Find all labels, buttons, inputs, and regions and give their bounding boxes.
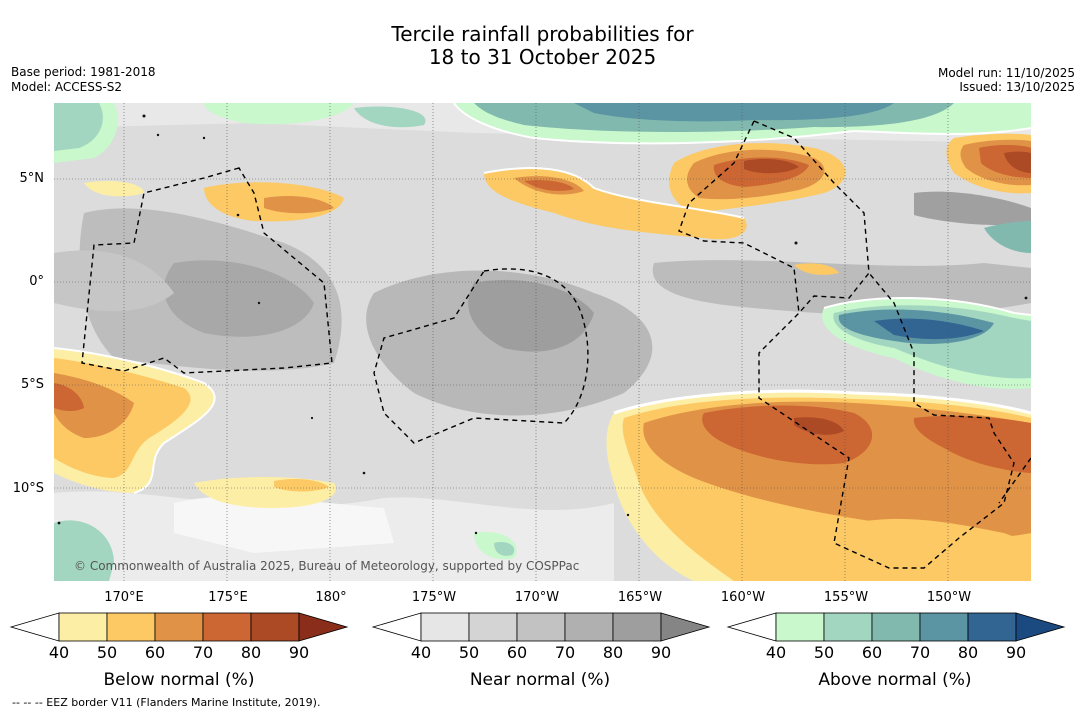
colorbar-2-tick-50: 50: [813, 643, 835, 662]
colorbar-1-tick-80: 80: [602, 643, 624, 662]
colorbar-0-segment-2: [154, 612, 204, 642]
lon-label-175e: 175°E: [208, 590, 248, 605]
model-name: Model: ACCESS-S2: [11, 80, 123, 94]
colorbar-1-tick-90: 90: [650, 643, 672, 662]
lat-label-0: 0°: [29, 274, 44, 289]
colorbar-1-right-extend: [660, 612, 711, 642]
colorbar-2-tick-90: 90: [1005, 643, 1027, 662]
lon-label-170w: 170°W: [514, 590, 560, 605]
colorbar-0-tick-90: 90: [288, 643, 310, 662]
colorbar-above-normal: [726, 612, 1066, 642]
colorbar-1-segment-4: [612, 612, 662, 642]
colorbar-label-near: Near normal (%): [469, 670, 611, 690]
colorbar-2-right-extend: [1015, 612, 1066, 642]
colorbar-0-segment-1: [106, 612, 156, 642]
colorbar-0-tick-70: 70: [192, 643, 214, 662]
base-period: Base period: 1981-2018: [11, 65, 156, 79]
colorbar-1-segment-3: [564, 612, 614, 642]
title-line-1: Tercile rainfall probabilities for: [391, 22, 694, 46]
colorbar-2-tick-60: 60: [861, 643, 883, 662]
colorbar-2-segment-2: [871, 612, 921, 642]
lon-label-150w: 150°W: [926, 590, 972, 605]
lon-label-155w: 155°W: [823, 590, 869, 605]
colorbar-1-tick-60: 60: [506, 643, 528, 662]
colorbar-2-segment-0: [775, 612, 825, 642]
issued-date: Issued: 13/10/2025: [959, 80, 1075, 94]
rainfall-probability-map: [54, 103, 1031, 581]
copyright-credit: © Commonwealth of Australia 2025, Bureau…: [74, 559, 580, 573]
model-run: Model run: 11/10/2025: [937, 66, 1075, 80]
colorbar-1-tick-50: 50: [458, 643, 480, 662]
colorbar-2-tick-70: 70: [909, 643, 931, 662]
colorbar-0-tick-40: 40: [48, 643, 70, 662]
colorbar-1-tick-40: 40: [410, 643, 432, 662]
eez-legend-note: -- -- -- EEZ border V11 (Flanders Marine…: [12, 696, 321, 709]
colorbar-1-segment-2: [516, 612, 566, 642]
colorbar-0-segment-4: [250, 612, 300, 642]
colorbar-below-normal: [9, 612, 349, 642]
colorbar-0-tick-80: 80: [240, 643, 262, 662]
colorbar-0-left-extend: [9, 612, 60, 642]
colorbar-0-tick-60: 60: [144, 643, 166, 662]
colorbar-2-left-extend: [726, 612, 777, 642]
colorbars: [9, 612, 1066, 642]
colorbar-1-segment-1: [468, 612, 518, 642]
lon-label-170e: 170°E: [104, 590, 144, 605]
colorbar-near-normal: [371, 612, 711, 642]
colorbar-2-segment-3: [919, 612, 969, 642]
colorbar-1-tick-70: 70: [554, 643, 576, 662]
lon-label-175w: 175°W: [411, 590, 457, 605]
lat-label-5s: 5°S: [20, 377, 44, 392]
colorbar-1-segment-0: [420, 612, 470, 642]
lon-label-165w: 165°W: [617, 590, 663, 605]
colorbar-2-segment-1: [823, 612, 873, 642]
lon-label-160w: 160°W: [720, 590, 766, 605]
colorbar-2-tick-40: 40: [765, 643, 787, 662]
lat-label-5n: 5°N: [19, 171, 45, 186]
colorbar-0-segment-3: [202, 612, 252, 642]
colorbar-label-below: Below normal (%): [103, 670, 255, 690]
title-line-2: 18 to 31 October 2025: [428, 45, 657, 69]
eez-borders: [81, 120, 1031, 569]
colorbar-0-segment-0: [58, 612, 108, 642]
colorbar-2-segment-4: [967, 612, 1017, 642]
colorbar-1-left-extend: [371, 612, 422, 642]
colorbar-0-tick-50: 50: [96, 643, 118, 662]
colorbar-label-above: Above normal (%): [818, 670, 972, 690]
lon-label-180: 180°: [315, 590, 347, 605]
lat-label-10s: 10°S: [12, 481, 44, 496]
colorbar-2-tick-80: 80: [957, 643, 979, 662]
colorbar-0-right-extend: [298, 612, 349, 642]
